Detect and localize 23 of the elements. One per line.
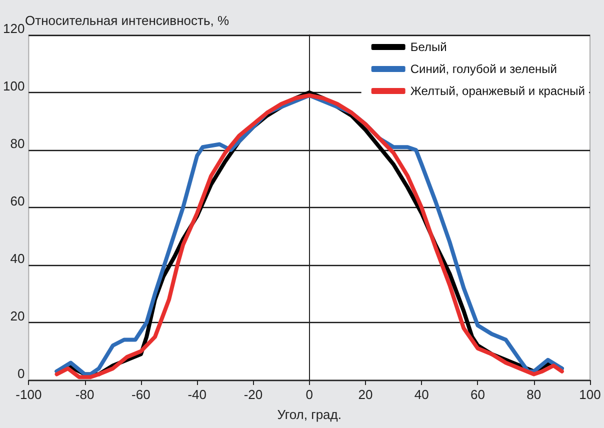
x-tick-label: 0 — [306, 387, 313, 402]
legend-label: Белый — [410, 40, 447, 54]
y-tick-label: 60 — [10, 194, 25, 208]
y-tick-label: 100 — [2, 78, 25, 94]
x-tick-label: 60 — [470, 387, 485, 402]
y-tick-label: 80 — [10, 136, 25, 151]
x-tick-label: -20 — [244, 387, 263, 402]
x-tick-label: 80 — [526, 387, 542, 402]
x-tick-label: -60 — [132, 387, 150, 402]
y-tick-label: 120 — [2, 21, 25, 36]
x-axis-title: Угол, град. — [277, 407, 342, 422]
y-tick-label: 0 — [17, 366, 25, 381]
legend-label: Синий, голубой и зеленый — [410, 62, 557, 76]
y-tick-label: 20 — [10, 308, 25, 324]
x-tick-label: -40 — [188, 387, 206, 402]
y-axis-title: Относительная интенсивность, % — [25, 13, 230, 28]
x-tick-label: -100 — [16, 387, 42, 402]
legend-label: Желтый, оранжевый и красный — [410, 84, 586, 98]
y-tick-label: 40 — [10, 251, 25, 266]
x-tick-label: 100 — [579, 387, 601, 402]
x-tick-label: -80 — [75, 387, 94, 402]
x-tick-label: 20 — [358, 387, 373, 402]
x-tick-label: 40 — [414, 387, 429, 402]
